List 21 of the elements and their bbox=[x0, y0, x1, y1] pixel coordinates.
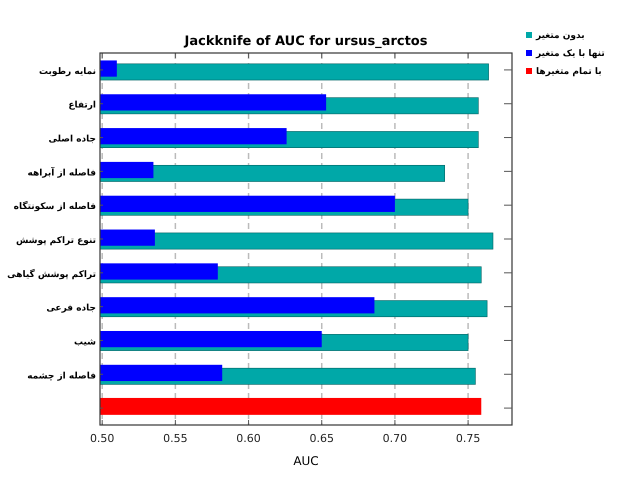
y-tick-label: فاصله از سکونتگاه bbox=[14, 200, 96, 212]
chart-title: Jackknife of AUC for ursus_arctos bbox=[184, 34, 428, 49]
legend-label: تنها با یک متغیر bbox=[535, 49, 605, 59]
y-tick-label: نمایه رطوبت bbox=[39, 66, 96, 77]
y-tick-label: جاده فرعی bbox=[46, 304, 96, 314]
x-axis-title: AUC bbox=[293, 454, 319, 468]
x-tick-label: 0.75 bbox=[456, 432, 480, 445]
x-tick-label: 0.65 bbox=[309, 432, 334, 445]
y-tick-label: ارتفاع bbox=[68, 100, 96, 111]
y-tick-label: فاصله از چشمه bbox=[27, 371, 96, 382]
y-tick-label: تنوع تراکم پوشش bbox=[16, 236, 96, 246]
y-tick-label: جاده اصلی bbox=[48, 134, 96, 145]
x-tick-label: 0.50 bbox=[90, 432, 114, 445]
legend-label: بدون متغیر bbox=[535, 31, 585, 41]
y-tick-label: فاصله از آبراهه bbox=[28, 166, 96, 178]
y-tick-label: تراکم پوشش گیاهی bbox=[7, 268, 96, 280]
x-tick-label: 0.55 bbox=[163, 432, 188, 445]
x-tick-label: 0.70 bbox=[382, 432, 408, 445]
x-tick-label: 0.60 bbox=[236, 432, 261, 445]
legend-label: با تمام متغیرها bbox=[536, 67, 602, 77]
y-tick-label: شیب bbox=[74, 337, 96, 348]
